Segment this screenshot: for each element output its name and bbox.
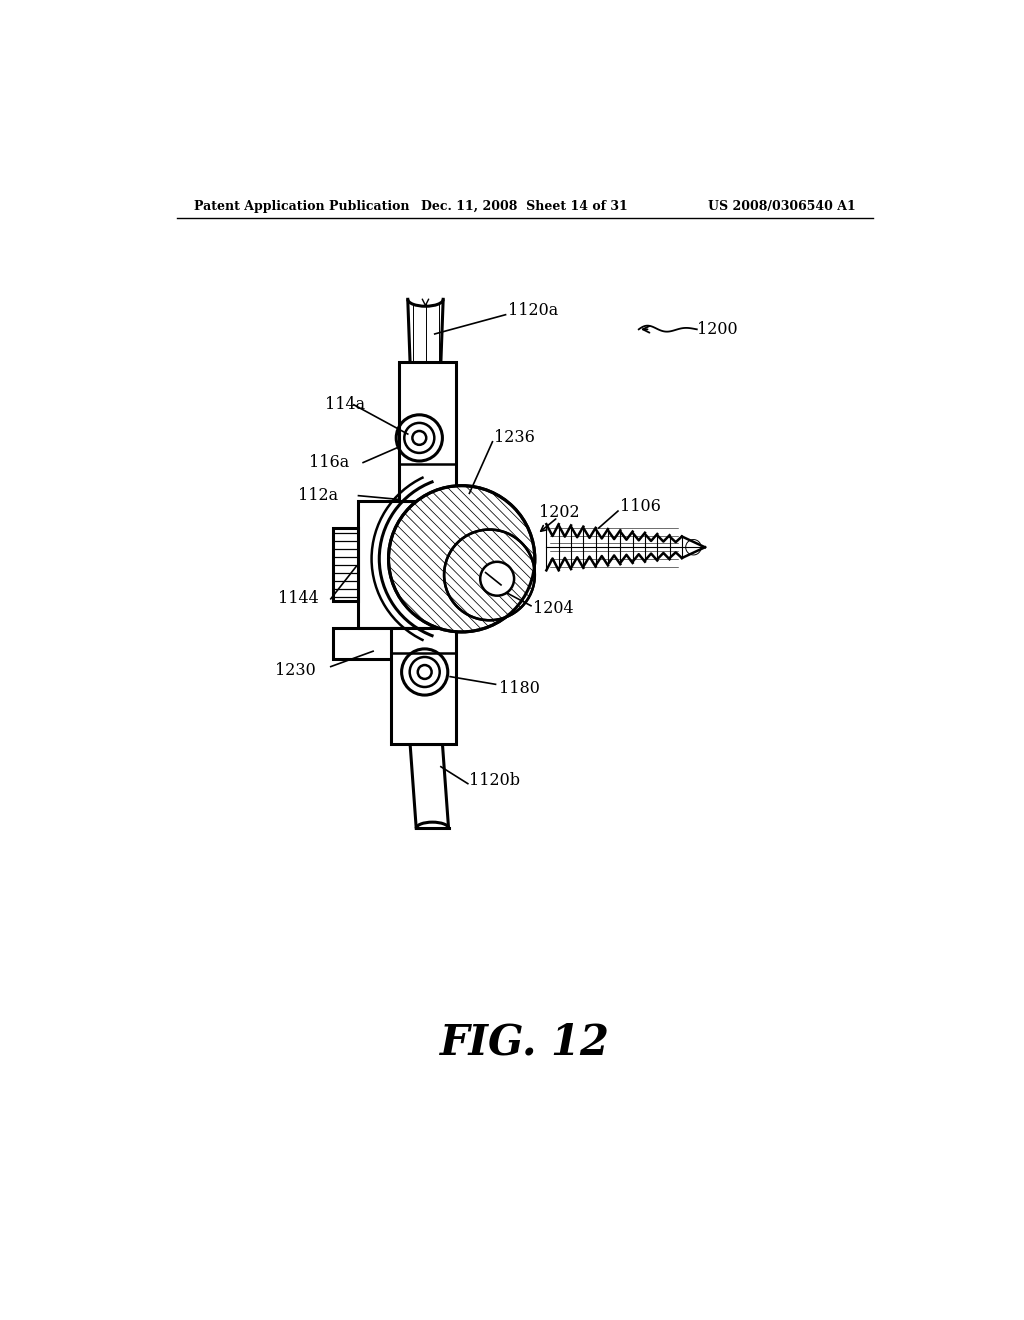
- Text: 1144: 1144: [279, 590, 319, 607]
- Bar: [333, 628, 419, 659]
- Text: FIG. 12: FIG. 12: [439, 1022, 610, 1064]
- Text: Patent Application Publication: Patent Application Publication: [194, 199, 410, 213]
- Text: US 2008/0306540 A1: US 2008/0306540 A1: [709, 199, 856, 213]
- Text: 1120b: 1120b: [469, 772, 520, 789]
- Text: 1230: 1230: [275, 661, 316, 678]
- Bar: [333, 528, 357, 601]
- Text: 1202: 1202: [539, 504, 580, 521]
- Bar: [391, 628, 457, 743]
- Text: 1204: 1204: [534, 601, 573, 618]
- Text: 116a: 116a: [309, 454, 349, 471]
- Text: 1180: 1180: [499, 680, 540, 697]
- Text: 112a: 112a: [298, 487, 339, 504]
- Circle shape: [444, 529, 535, 620]
- Bar: [357, 502, 466, 628]
- Text: 1200: 1200: [696, 321, 737, 338]
- Text: Dec. 11, 2008  Sheet 14 of 31: Dec. 11, 2008 Sheet 14 of 31: [422, 199, 628, 213]
- Text: 1120a: 1120a: [508, 302, 558, 319]
- Bar: [398, 363, 457, 502]
- Circle shape: [480, 562, 514, 595]
- Circle shape: [388, 486, 535, 632]
- Text: 114a: 114a: [325, 396, 365, 413]
- Text: 1236: 1236: [494, 429, 535, 446]
- Text: 1106: 1106: [620, 498, 660, 515]
